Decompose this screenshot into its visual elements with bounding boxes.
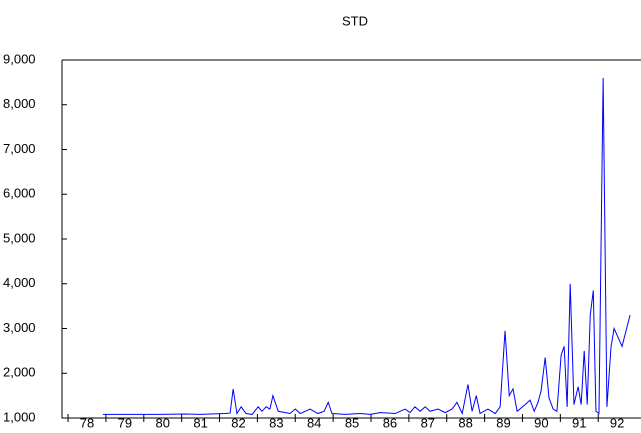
- y-tick-label: 1,000: [3, 409, 36, 424]
- x-tick-label: 89: [496, 415, 510, 430]
- y-tick-label: 9,000: [3, 51, 36, 66]
- x-tick-label: 91: [572, 415, 586, 430]
- x-tick-label: 87: [421, 415, 435, 430]
- x-tick-label: 84: [307, 415, 321, 430]
- x-tick-label: 79: [118, 415, 132, 430]
- x-tick-label: 90: [534, 415, 548, 430]
- x-tick-label: 80: [155, 415, 169, 430]
- data-line: [102, 77, 631, 416]
- x-tick-label: 85: [345, 415, 359, 430]
- y-tick-label: 2,000: [3, 365, 36, 380]
- x-tick-label: 78: [80, 415, 94, 430]
- x-tick-label: 92: [610, 415, 624, 430]
- x-tick-label: 82: [231, 415, 245, 430]
- axis-frame: [61, 60, 641, 419]
- x-tick-label: 88: [458, 415, 472, 430]
- y-tick-label: 8,000: [3, 96, 36, 111]
- y-tick-label: 4,000: [3, 275, 36, 290]
- y-tick-label: 6,000: [3, 186, 36, 201]
- x-tick-label: 86: [383, 415, 397, 430]
- y-tick-label: 5,000: [3, 230, 36, 245]
- y-tick-label: 7,000: [3, 141, 36, 156]
- y-tick-label: 3,000: [3, 320, 36, 335]
- x-tick-label: 83: [269, 415, 283, 430]
- chart-title: STD: [342, 13, 368, 28]
- x-tick-label: 81: [193, 415, 207, 430]
